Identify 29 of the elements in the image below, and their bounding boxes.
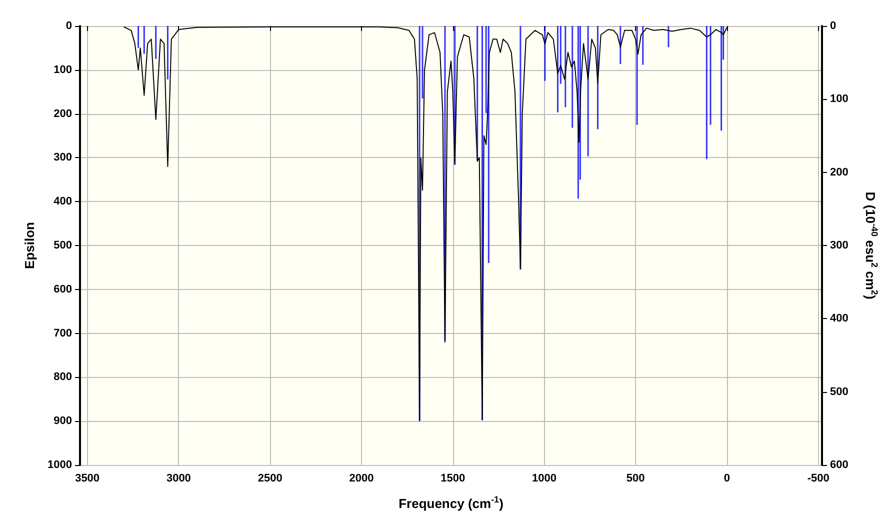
y-tick-label: 700 — [54, 327, 72, 340]
y-tick-label: 1000 — [48, 459, 72, 471]
y-tick-label: 300 — [54, 152, 72, 164]
x-tick-label: 2000 — [349, 472, 374, 484]
y-tick-label: 200 — [54, 108, 72, 120]
x-tick-label: 0 — [724, 472, 730, 484]
y2-tick-label: 300 — [830, 240, 848, 252]
x-tick-label: 1500 — [440, 472, 466, 484]
y-tick-label: 600 — [54, 283, 72, 296]
y-tick-label: 900 — [54, 415, 72, 428]
y-tick-label: 400 — [54, 196, 72, 208]
x-tick-label: 2500 — [258, 472, 282, 484]
y2-tick-label: 400 — [830, 312, 848, 325]
x-tick-label: 3500 — [75, 472, 100, 484]
y2-axis-title: D (10-40 esu2 cm2) — [863, 192, 880, 300]
y2-tick-label: 600 — [830, 459, 848, 471]
y-axis-title: Epsilon — [22, 222, 37, 269]
y-tick-label: 100 — [54, 64, 72, 76]
y-tick-label: 800 — [54, 371, 72, 384]
x-tick-label: 500 — [626, 472, 645, 484]
x-tick-label: 3000 — [166, 472, 191, 484]
y2-tick-label: 100 — [830, 93, 848, 106]
y-tick-label: 500 — [54, 240, 72, 252]
y-tick-label: 0 — [66, 20, 72, 32]
y2-tick-label: 0 — [830, 20, 836, 32]
x-tick-label: 1000 — [532, 472, 556, 484]
y2-tick-label: 500 — [830, 386, 848, 398]
x-tick-label: -500 — [807, 472, 830, 484]
y2-tick-label: 200 — [830, 166, 848, 178]
